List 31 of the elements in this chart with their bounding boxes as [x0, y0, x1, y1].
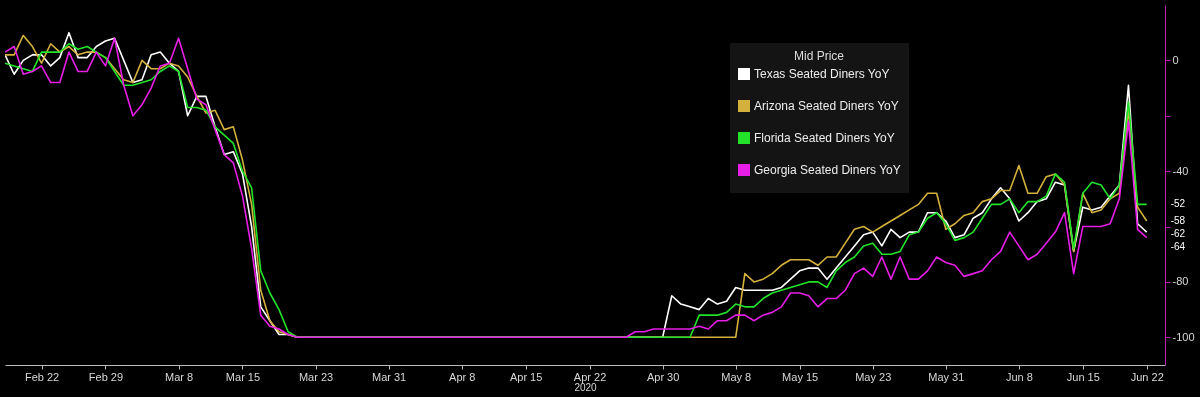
y-tick-label: -40: [1172, 164, 1189, 177]
x-tick-label: Jun 15: [1066, 370, 1100, 383]
x-tick-label: Apr 8: [449, 370, 476, 383]
legend-label: Georgia Seated Diners YoY: [754, 163, 901, 177]
x-tick-label: Jun 8: [1005, 370, 1033, 383]
legend-label: Texas Seated Diners YoY: [754, 67, 890, 81]
annotation: -62: [1170, 228, 1186, 239]
x-tick-label: Apr 30: [646, 370, 680, 383]
y-tick-label: -100: [1172, 330, 1195, 343]
y-tick-label: -80: [1172, 275, 1189, 288]
x-tick-label: May 8: [721, 370, 752, 383]
x-axis-title: 2020: [574, 381, 598, 393]
x-tick-label: Apr 15: [509, 370, 543, 383]
x-tick-label: May 15: [782, 370, 819, 383]
x-tick-label: Jun 22: [1130, 370, 1164, 383]
y-tick-label: 0: [1172, 53, 1179, 66]
legend-title: Mid Price: [793, 49, 845, 63]
x-tick-label: Mar 31: [372, 370, 407, 383]
x-tick-label: Mar 8: [164, 370, 194, 383]
annotation: -64: [1170, 241, 1186, 252]
x-tick-label: Mar 23: [298, 370, 334, 383]
x-tick-label: Mar 15: [225, 370, 261, 383]
annotation: -58: [1170, 215, 1186, 226]
annotation: -52: [1170, 198, 1186, 210]
x-tick-label: May 23: [855, 370, 892, 383]
x-tick-label: Feb 22: [24, 370, 60, 383]
x-tick-label: Apr 22: [573, 370, 607, 383]
x-tick-label: May 31: [928, 370, 965, 383]
x-tick-label: Feb 29: [88, 370, 124, 383]
legend-label: Florida Seated Diners YoY: [754, 131, 895, 145]
legend-label: Arizona Seated Diners YoY: [754, 99, 899, 113]
